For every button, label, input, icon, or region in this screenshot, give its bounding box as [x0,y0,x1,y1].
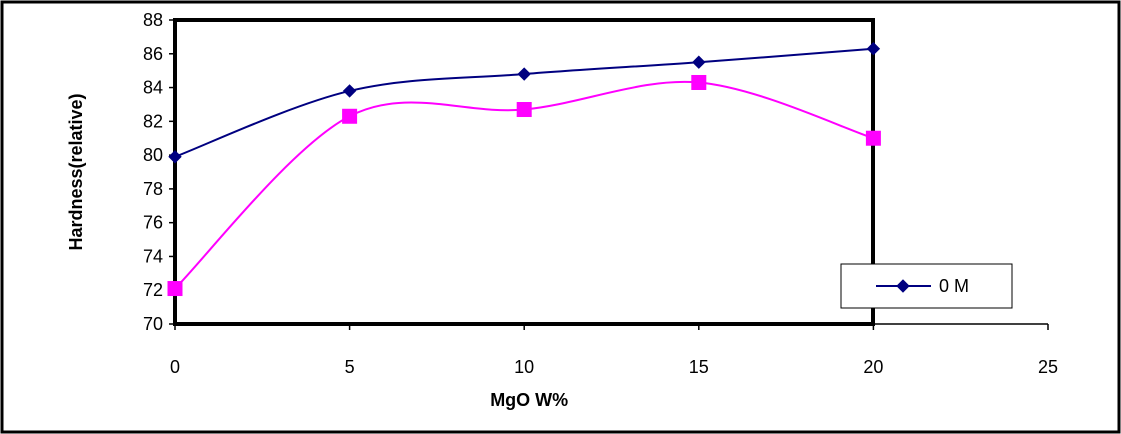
y-tick-label: 74 [143,246,163,266]
series-magenta-point [342,108,358,124]
y-tick-label: 80 [143,145,163,165]
x-tick-label: 10 [514,357,534,377]
y-tick-label: 72 [143,280,163,300]
x-tick-label: 20 [863,357,883,377]
series-magenta-point [516,102,532,118]
y-axis-title: Hardness(relative) [66,93,86,250]
legend-label: 0 M [939,276,969,296]
x-tick-label: 0 [170,357,180,377]
series-magenta-point [691,74,707,90]
series-0m-point [692,55,706,69]
x-tick-label: 25 [1038,357,1058,377]
series-0m-point [168,150,182,164]
y-tick-label: 84 [143,78,163,98]
series-0m-point [342,84,357,98]
x-axis-title: MgO W% [490,390,568,410]
y-tick-label: 70 [143,314,163,334]
series-0m-point [517,67,531,81]
series-magenta-point [865,130,881,146]
x-tick-label: 15 [689,357,709,377]
series-0m-point [866,42,881,56]
y-tick-label: 86 [143,44,163,64]
y-tick-label: 88 [143,10,163,30]
y-tick-label: 82 [143,111,163,131]
series-magenta-point [167,281,183,297]
x-tick-label: 5 [345,357,355,377]
legend-marker [896,279,910,293]
y-tick-label: 76 [143,213,163,233]
y-tick-label: 78 [143,179,163,199]
